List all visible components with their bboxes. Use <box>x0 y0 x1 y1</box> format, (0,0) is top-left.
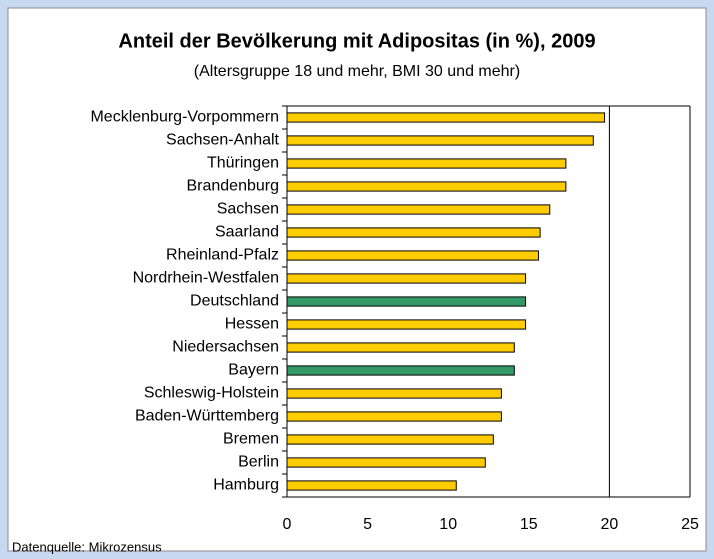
bar <box>286 158 567 169</box>
bar <box>286 273 527 284</box>
y-tick-label: Mecklenburg-Vorpommern <box>90 109 279 126</box>
bar <box>286 388 502 399</box>
y-tick-label: Saarland <box>215 224 279 241</box>
y-tick-label: Brandenburg <box>186 178 279 195</box>
x-tick-label: 15 <box>520 516 538 533</box>
bar <box>286 135 594 146</box>
bar <box>286 480 457 491</box>
x-tick-label: 25 <box>681 516 699 533</box>
y-tick-label: Baden-Württemberg <box>135 408 279 425</box>
bar <box>286 457 486 468</box>
bar <box>286 411 502 422</box>
y-tick-label: Hamburg <box>213 477 279 494</box>
y-tick-label: Thüringen <box>207 155 279 172</box>
chart-title: Anteil der Bevölkerung mit Adipositas (i… <box>118 30 595 52</box>
bar <box>286 319 527 330</box>
bar <box>286 181 567 192</box>
y-tick-label: Sachsen <box>217 201 279 218</box>
bar <box>286 365 515 376</box>
y-tick-label: Sachsen-Anhalt <box>166 132 280 149</box>
bar <box>286 434 494 445</box>
y-tick-label: Niedersachsen <box>172 339 279 356</box>
bar <box>286 296 527 307</box>
y-tick-label: Berlin <box>238 454 279 471</box>
bar <box>286 227 541 238</box>
y-tick-label: Hessen <box>225 316 279 333</box>
y-tick-label: Rheinland-Pfalz <box>166 247 279 264</box>
x-tick-label: 0 <box>283 516 292 533</box>
y-tick-label: Bremen <box>223 431 279 448</box>
bar <box>286 204 551 215</box>
x-tick-label: 5 <box>363 516 372 533</box>
chart-subtitle: (Altersgruppe 18 und mehr, BMI 30 und me… <box>194 63 520 80</box>
source-note: Datenquelle: Mikrozensus <box>12 539 162 554</box>
x-tick-label: 20 <box>601 516 619 533</box>
bar <box>286 250 539 261</box>
y-tick-label: Bayern <box>228 362 279 379</box>
y-tick-label: Deutschland <box>190 293 279 310</box>
y-tick-label: Schleswig-Holstein <box>144 385 279 402</box>
y-tick-label: Nordrhein-Westfalen <box>133 270 279 287</box>
x-tick-label: 10 <box>439 516 457 533</box>
bar <box>286 112 606 123</box>
bar <box>286 342 515 353</box>
